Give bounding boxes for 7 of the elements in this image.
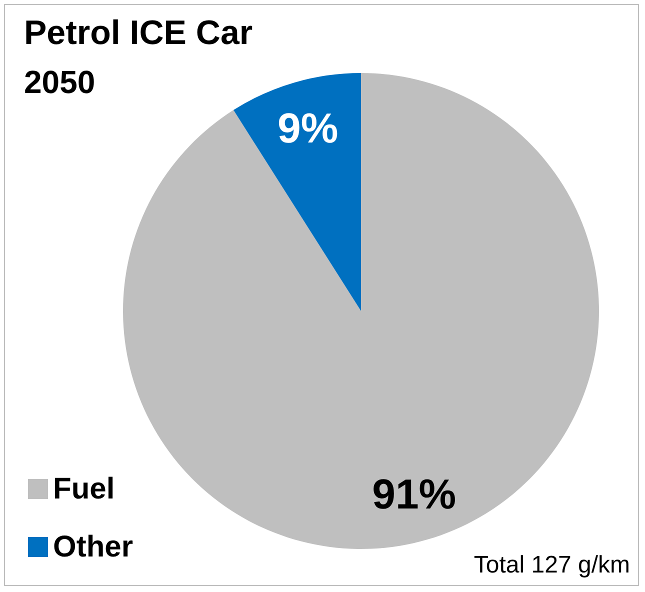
legend-label: Other: [53, 530, 134, 564]
chart-title: Petrol ICE Car: [24, 14, 253, 52]
data-label: 9%: [278, 104, 338, 152]
data-label: 91%: [372, 470, 456, 518]
chart-subtitle: 2050: [24, 64, 96, 100]
text: Total 127 g/km: [474, 552, 630, 578]
legend-label: Fuel: [53, 472, 115, 506]
